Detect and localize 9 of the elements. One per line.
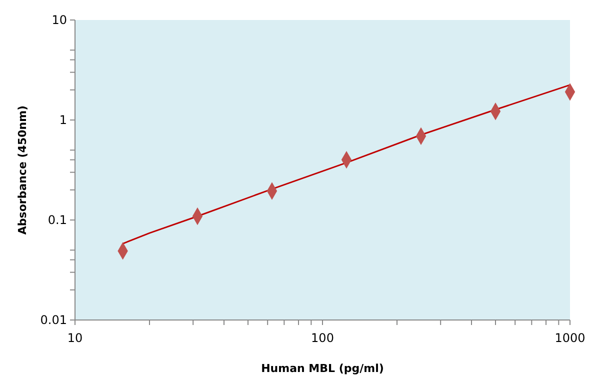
- y-axis-title: Absorbance (450nm): [16, 105, 29, 235]
- x-axis-title: Human MBL (pg/ml): [261, 362, 384, 375]
- x-tick-label: 1000: [554, 331, 586, 345]
- x-tick-label: 100: [311, 331, 334, 345]
- x-tick-label: 10: [67, 331, 83, 345]
- y-tick-label: 10: [52, 13, 67, 28]
- y-tick-label: 0.1: [48, 213, 67, 228]
- y-tick-label: 0.01: [40, 313, 67, 328]
- y-tick-label: 1: [59, 113, 67, 128]
